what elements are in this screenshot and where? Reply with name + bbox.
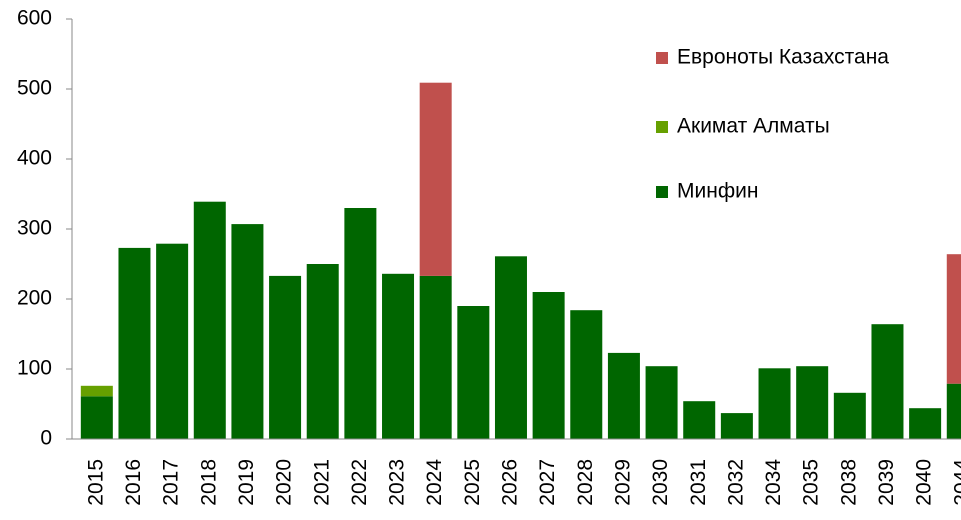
y-tick-label: 300 [17,217,52,240]
bar-segment [80,385,113,397]
bar-segment [457,306,490,439]
x-tick-label: 2015 [84,459,107,506]
x-tick-label: 2039 [875,459,898,506]
x-tick-label: 2024 [423,459,446,506]
bar-segment [683,401,716,439]
x-tick-label: 2020 [273,459,296,506]
bar-segment [946,383,961,439]
legend-swatch [656,52,668,64]
x-tick-label: 2021 [310,459,333,506]
bar-segment [494,256,527,439]
x-tick-label: 2018 [197,459,220,506]
x-tick-label: 2044 [950,459,961,506]
bar-segment [231,224,264,439]
x-tick-label: 2040 [913,459,936,506]
legend-label: Минфин [677,180,758,203]
legend-label: Евроноты Казахстана [677,46,889,69]
y-tick-label: 400 [17,147,52,170]
y-tick-label: 100 [17,357,52,380]
bar-segment [946,254,961,384]
x-tick-label: 2022 [348,459,371,506]
x-tick-label: 2016 [122,459,145,506]
bar-segment [80,396,113,439]
x-tick-label: 2027 [536,459,559,506]
x-tick-label: 2017 [160,459,183,506]
x-tick-label: 2035 [800,459,823,506]
bar-segment [758,368,791,439]
bar-segment [833,392,866,439]
bar-segment [645,366,678,439]
bar-segment [720,413,753,439]
y-tick-label: 200 [17,287,52,310]
x-tick-label: 2030 [649,459,672,506]
bar-segment [193,201,226,439]
y-tick-label: 600 [17,7,52,30]
x-tick-label: 2026 [499,459,522,506]
y-tick-label: 500 [17,77,52,100]
x-tick-label: 2034 [762,459,785,506]
x-tick-label: 2038 [837,459,860,506]
x-tick-label: 2025 [461,459,484,506]
legend-label: Акимат Алматы [677,115,830,138]
bar-segment [419,275,452,439]
bar-segment [796,366,829,439]
legend-swatch [656,186,668,198]
y-tick-label: 0 [40,427,52,450]
bar-segment [118,247,151,439]
legend-swatch [656,121,668,133]
bar-segment [306,264,339,439]
bar-segment [607,352,640,439]
x-tick-label: 2023 [386,459,409,506]
bar-segment [532,292,565,439]
bar-segment [344,208,377,439]
x-tick-label: 2028 [574,459,597,506]
bar-segment [419,82,452,276]
bar-segment [382,273,415,439]
bar-segment [156,243,189,439]
x-tick-label: 2032 [724,459,747,506]
bar-segment [269,275,302,439]
x-tick-label: 2029 [611,459,634,506]
bar-segment [570,310,603,439]
x-tick-label: 2031 [687,459,710,506]
bar-segment [909,408,942,439]
bar-segment [871,324,904,439]
x-tick-label: 2019 [235,459,258,506]
